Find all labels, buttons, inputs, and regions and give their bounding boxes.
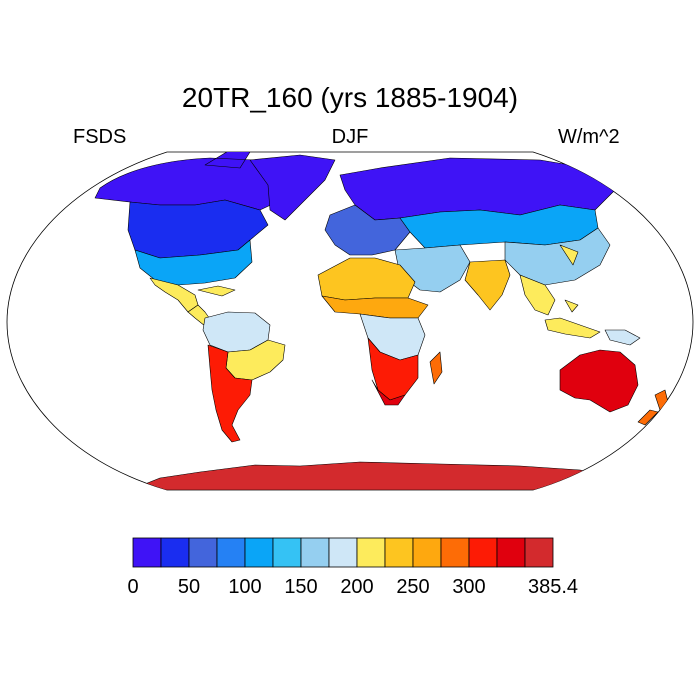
colorbar-tick-label: 100	[228, 576, 261, 598]
colorbar-box	[440, 537, 470, 568]
map-region-southeast-asia	[519, 244, 579, 316]
colorbar-box	[132, 537, 162, 568]
colorbar-box	[328, 537, 358, 568]
colorbar-tick-label: 300	[452, 576, 485, 598]
map-title: 20TR_160 (yrs 1885-1904)	[181, 82, 519, 113]
colorbar-tick-label: 200	[340, 576, 373, 598]
colorbar-box	[496, 537, 526, 568]
season-label: DJF	[331, 126, 369, 148]
map-region-new-guinea	[604, 329, 641, 346]
colorbar-tick-label: 50	[178, 576, 200, 598]
colorbar-box	[524, 537, 554, 568]
map-region-southern-africa	[367, 337, 419, 401]
map-region-madagascar	[429, 351, 443, 385]
colorbar-box	[216, 537, 246, 568]
colorbar-box	[468, 537, 498, 568]
map-region-sahel	[321, 295, 429, 319]
map-region-india	[464, 259, 511, 311]
colorbar-tick-label: 150	[284, 576, 317, 598]
variable-label: FSDS	[73, 126, 127, 148]
colorbar-box	[412, 537, 442, 568]
colorbar-box	[272, 537, 302, 568]
colorbar-box	[356, 537, 386, 568]
colorbar-box	[244, 537, 274, 568]
map-region-united-states	[134, 239, 253, 286]
colorbar-box	[160, 537, 190, 568]
units-label: W/m^2	[558, 126, 620, 148]
map-region-southern-south-america	[207, 344, 253, 443]
colorbar-tick-label: 250	[396, 576, 429, 598]
colorbar-tick-label: 385.4	[528, 576, 578, 598]
colorbar-box	[384, 537, 414, 568]
colorbar-box	[188, 537, 218, 568]
colorbar-tick-label: 0	[127, 576, 138, 598]
map-region-greenland	[249, 154, 336, 221]
map-region-indonesia	[544, 299, 601, 339]
map-region-china	[504, 227, 611, 286]
map-region-south-africa-coast	[371, 379, 406, 406]
map-region-australia	[559, 349, 639, 413]
colorbar-box	[300, 537, 330, 568]
